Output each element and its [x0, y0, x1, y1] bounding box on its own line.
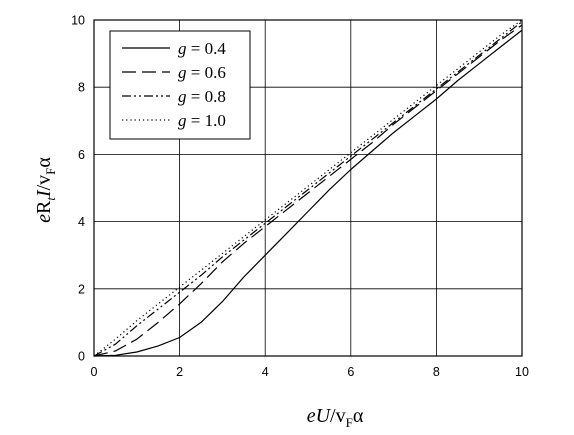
- y-tick-label: 10: [71, 14, 85, 28]
- x-tick-label: 4: [262, 365, 269, 379]
- y-tick-label: 2: [78, 282, 85, 296]
- y-tick-labels: 0 2 4 6 8 10: [71, 14, 85, 364]
- legend-label: g = 0.4: [178, 39, 226, 58]
- x-tick-labels: 0 2 4 6 8 10: [91, 365, 529, 379]
- y-tick-label: 6: [78, 148, 85, 162]
- legend-label: g = 0.8: [178, 87, 226, 106]
- legend-label: g = 1.0: [178, 111, 226, 130]
- x-tick-label: 0: [91, 365, 98, 379]
- x-tick-label: 10: [515, 365, 529, 379]
- legend: g = 0.4 g = 0.6 g = 0.8 g = 1.0: [109, 30, 251, 140]
- series-line-g-1-0: [93, 19, 523, 357]
- y-axis-title: eRtI/vFα: [33, 157, 58, 223]
- series-lines: [93, 19, 523, 357]
- x-axis-title: eU/vFα: [307, 405, 364, 430]
- legend-label: g = 0.6: [178, 63, 226, 82]
- series-line-g-0-4: [93, 29, 523, 357]
- x-tick-label: 8: [433, 365, 440, 379]
- plot-frame: [93, 19, 523, 357]
- x-tick-label: 2: [176, 365, 183, 379]
- y-tick-label: 4: [78, 215, 85, 229]
- series-line-g-0-6: [93, 24, 523, 357]
- y-tick-label: 0: [78, 350, 85, 364]
- series-line-g-0-8: [93, 21, 523, 357]
- legend-box: [109, 30, 251, 140]
- grid-lines: [94, 20, 522, 356]
- x-tick-label: 6: [347, 365, 354, 379]
- y-tick-label: 8: [78, 81, 85, 95]
